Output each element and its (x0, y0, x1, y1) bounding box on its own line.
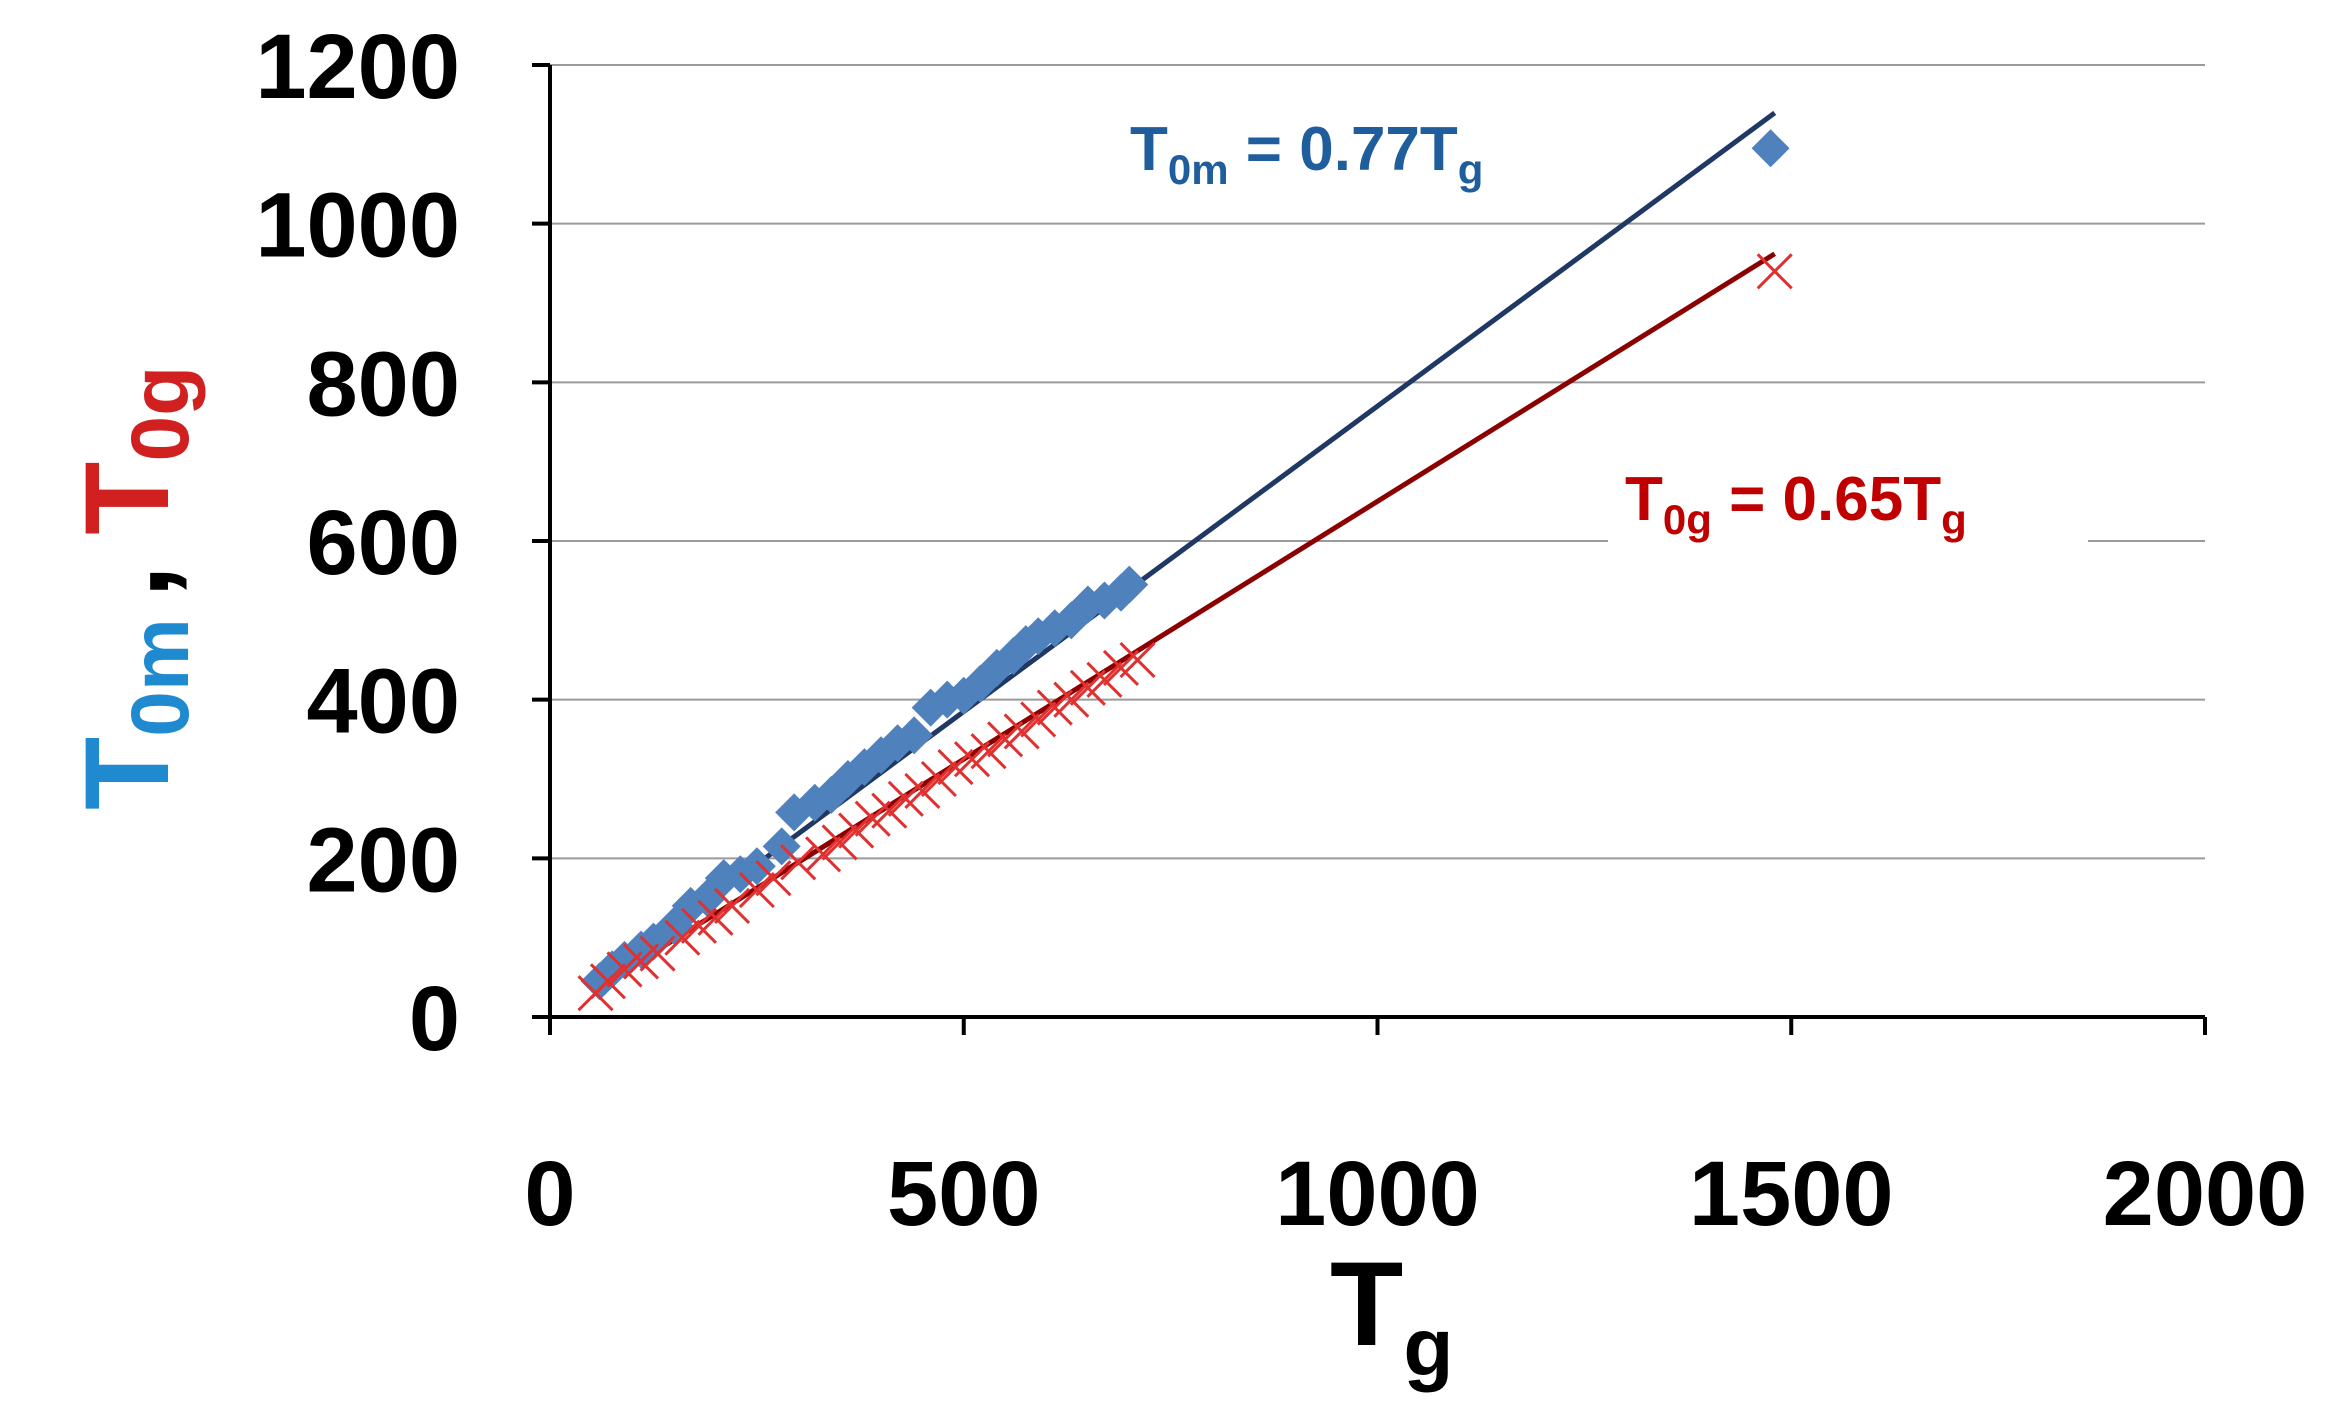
eq-t0g-lhs-sub: 0g (1663, 496, 1712, 543)
t0g-point-19 (920, 760, 957, 798)
t0g-point-13 (821, 824, 858, 861)
x-axis-title: Tg (1330, 1237, 1453, 1393)
t0m-point-10 (737, 847, 776, 886)
eq-t0m-bg (1105, 100, 1595, 205)
y-axis-title-t0g-sub: 0g (115, 366, 206, 462)
y-axis-title-separator: , (60, 565, 194, 598)
t0g-point-22 (970, 733, 1007, 770)
x-axis-title-sub: g (1403, 1302, 1453, 1393)
t0g-point-10 (755, 860, 792, 897)
equation-t0m: T0m = 0.77Tg (1130, 115, 1483, 193)
t0g-point-4 (639, 935, 676, 972)
eq-t0m-rhs-main: = 0.77T (1229, 115, 1458, 184)
t0g-point-5 (664, 919, 701, 956)
t0g-point-8 (713, 887, 751, 924)
eq-t0g-rhs-sub: g (1941, 496, 1967, 543)
y-axis-title-t0g-main: T (60, 462, 194, 535)
x-tick-label-3: 1500 (1689, 1143, 1894, 1245)
x-tick-label-1: 500 (887, 1143, 1041, 1245)
y-tick-label-1: 200 (307, 809, 461, 911)
y-tick-label-6: 1200 (255, 16, 460, 118)
y-axis-title: T0m,T0g (60, 366, 206, 810)
axis-ticks: 0 200 400 600 800 1000 1200 0 500 1000 1500 2000 (255, 16, 2307, 1245)
t0g-point-27 (1053, 681, 1090, 718)
y-tick-label-0: 0 (409, 968, 460, 1070)
y-tick-label-3: 600 (307, 492, 461, 594)
y-axis-title-t0m-sub: 0m (115, 618, 206, 737)
y-tick-label-2: 400 (307, 651, 461, 753)
t0g-point-32 (1756, 253, 1793, 290)
y-axis-title-t0m-main: T (60, 737, 194, 810)
fit-line-0 (598, 110, 1777, 983)
t0m-point-34 (1751, 129, 1790, 168)
t0g-point-29 (1086, 661, 1123, 698)
eq-t0g-rhs-main: = 0.65T (1712, 465, 1941, 534)
x-tick-label-0: 0 (524, 1143, 575, 1245)
equation-t0g: T0g = 0.65Tg (1625, 465, 1967, 543)
t0g-point-12 (805, 836, 842, 873)
t0m-point-19 (895, 716, 934, 755)
y-tick-label-5: 1000 (255, 175, 460, 277)
x-tick-label-2: 1000 (1275, 1143, 1480, 1245)
data-markers (577, 129, 1793, 1012)
eq-t0m-rhs-sub: g (1458, 146, 1484, 193)
eq-t0g-bg (1608, 455, 2088, 560)
x-tick-label-4: 2000 (2103, 1143, 2308, 1245)
y-tick-label-4: 800 (307, 333, 461, 435)
t0g-point-11 (780, 844, 817, 881)
t0m-point-33 (1110, 565, 1149, 604)
t0g-point-16 (871, 792, 908, 829)
t0g-point-9 (738, 872, 775, 909)
t0g-point-7 (697, 899, 734, 936)
gridlines (550, 64, 2205, 860)
eq-t0m-lhs-sub: 0m (1168, 146, 1229, 193)
t0g-point-31 (1119, 641, 1156, 679)
eq-t0m-lhs-main: T (1130, 115, 1168, 184)
eq-t0g-lhs-main: T (1625, 465, 1663, 534)
t0g-point-25 (1020, 701, 1057, 738)
t0g-point-1 (589, 963, 626, 1000)
t0g-point-24 (1003, 713, 1040, 750)
t0g-point-14 (838, 812, 875, 849)
t0g-point-18 (904, 772, 941, 809)
x-axis-title-main: T (1330, 1237, 1403, 1371)
